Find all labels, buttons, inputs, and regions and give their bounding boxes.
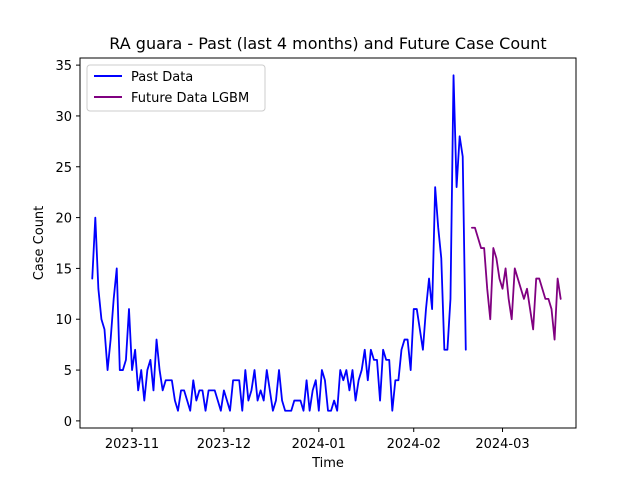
x-tick-label: 2023-12 <box>197 437 251 452</box>
x-tick-label: 2024-01 <box>292 437 346 452</box>
x-axis-ticks: 2023-11 2023-12 2024-01 2024-02 2024-03 <box>105 428 530 452</box>
y-tick-label: 30 <box>55 110 72 125</box>
chart-title: RA guara - Past (last 4 months) and Futu… <box>109 34 546 53</box>
legend-label-past: Past Data <box>131 70 193 85</box>
series-line-future-data <box>470 226 562 341</box>
y-tick-label: 0 <box>64 415 72 430</box>
series-line-past-data <box>91 74 467 412</box>
legend-label-future: Future Data LGBM <box>131 91 249 106</box>
legend: Past Data Future Data LGBM <box>86 64 266 112</box>
axes-frame <box>79 57 577 429</box>
x-axis-label: Time <box>311 456 344 471</box>
y-tick-label: 10 <box>55 313 72 328</box>
series-layer <box>91 74 562 412</box>
x-tick-label: 2024-02 <box>387 437 441 452</box>
y-tick-label: 5 <box>64 364 72 379</box>
y-tick-label: 15 <box>55 262 72 277</box>
legend-box <box>86 64 266 112</box>
y-axis-label: Case Count <box>32 206 47 281</box>
y-tick-label: 35 <box>55 59 72 74</box>
y-tick-label: 20 <box>55 212 72 227</box>
y-tick-label: 25 <box>55 161 72 176</box>
y-axis-ticks: 0 5 10 15 20 25 30 35 <box>55 59 80 430</box>
x-tick-label: 2023-11 <box>105 437 159 452</box>
x-tick-label: 2024-03 <box>475 437 529 452</box>
